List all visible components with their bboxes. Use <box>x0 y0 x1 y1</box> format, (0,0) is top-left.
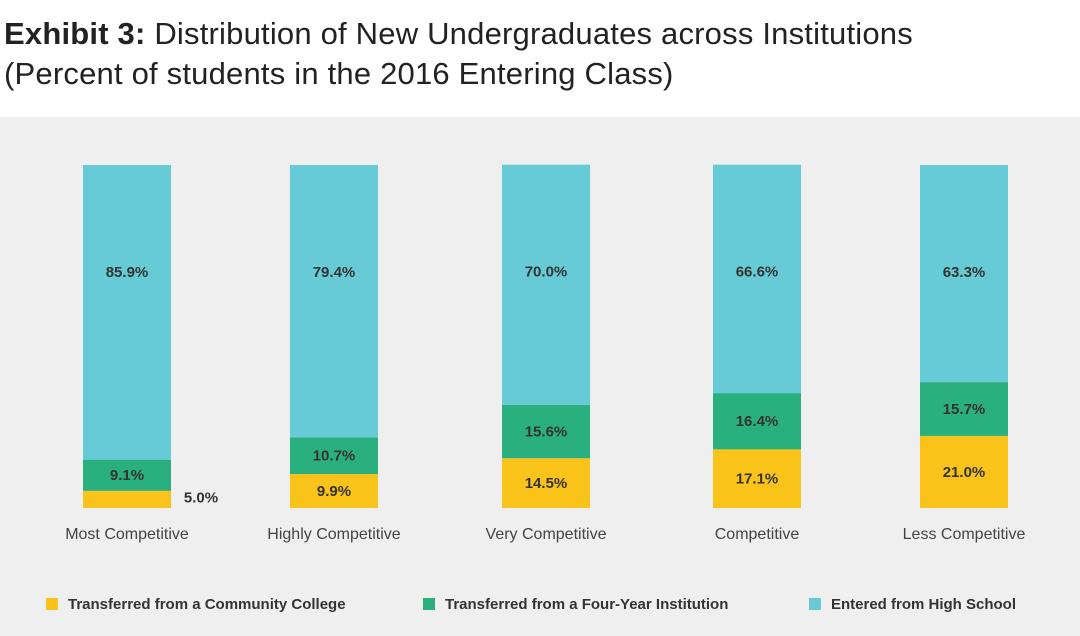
data-label-less-competitive-1: 15.7% <box>943 401 986 418</box>
data-label-very-competitive-2: 70.0% <box>525 264 568 281</box>
category-label-very-competitive: Very Competitive <box>486 526 607 543</box>
legend-label-high-school: Entered from High School <box>831 596 1017 613</box>
title-line2: (Percent of students in the 2016 Enterin… <box>4 56 674 91</box>
data-label-most-competitive-2: 85.9% <box>106 264 149 281</box>
data-label-competitive-0: 17.1% <box>736 471 779 488</box>
legend-label-community-college: Transferred from a Community College <box>68 596 346 613</box>
bar-segment-less-competitive-1 <box>920 382 1008 436</box>
legend: Transferred from a Community College Tra… <box>0 594 1080 616</box>
data-label-less-competitive-2: 63.3% <box>943 264 986 281</box>
data-label-highly-competitive-2: 79.4% <box>313 264 356 281</box>
legend-swatch-community-college <box>46 597 58 610</box>
bar-segment-highly-competitive-2 <box>290 165 378 438</box>
data-label-competitive-1: 16.4% <box>736 413 779 430</box>
legend-swatch-four-year <box>423 597 435 610</box>
legend-item-high-school: Entered from High School <box>809 594 1016 616</box>
bar-segment-most-competitive-0 <box>83 490 171 508</box>
bar-segment-competitive-2 <box>713 164 801 394</box>
category-label-competitive: Competitive <box>715 526 800 543</box>
data-label-most-competitive-0: 5.0% <box>184 489 218 506</box>
title-line1: Distribution of New Undergraduates acros… <box>145 16 913 51</box>
bar-segment-most-competitive-2 <box>83 165 171 460</box>
data-label-highly-competitive-1: 10.7% <box>313 448 356 465</box>
bar-segment-very-competitive-1 <box>502 404 590 459</box>
chart-title: Exhibit 3: Distribution of New Undergrad… <box>4 14 913 94</box>
data-label-very-competitive-1: 15.6% <box>525 424 568 441</box>
data-label-very-competitive-0: 14.5% <box>525 475 568 492</box>
legend-item-four-year: Transferred from a Four-Year Institution <box>423 594 728 616</box>
legend-label-four-year: Transferred from a Four-Year Institution <box>445 596 729 613</box>
bar-segment-most-competitive-1 <box>83 459 171 491</box>
bar-segment-very-competitive-0 <box>502 458 590 508</box>
bar-segment-competitive-1 <box>713 393 801 450</box>
stacked-bar-chart: 5.0% 9.1% 85.9% Most Competitive 9.9% 10.7% 79… <box>65 164 1026 543</box>
title-lead: Exhibit 3: <box>4 16 146 51</box>
bar-segment-less-competitive-2 <box>920 165 1008 383</box>
category-label-less-competitive: Less Competitive <box>903 526 1026 543</box>
legend-item-community-college: Transferred from a Community College <box>46 594 346 616</box>
data-label-less-competitive-0: 21.0% <box>943 464 986 481</box>
bar-segment-competitive-0 <box>713 449 801 508</box>
category-label-highly-competitive: Highly Competitive <box>267 526 400 543</box>
bar-segment-very-competitive-2 <box>502 164 590 405</box>
data-label-highly-competitive-0: 9.9% <box>317 483 351 500</box>
bar-segment-highly-competitive-1 <box>290 437 378 475</box>
bar-segment-highly-competitive-0 <box>290 474 378 508</box>
data-label-most-competitive-1: 9.1% <box>110 467 144 484</box>
legend-swatch-high-school <box>809 597 821 610</box>
data-label-competitive-2: 66.6% <box>736 264 779 281</box>
bar-segment-less-competitive-0 <box>920 435 1008 508</box>
category-label-most-competitive: Most Competitive <box>65 526 189 543</box>
